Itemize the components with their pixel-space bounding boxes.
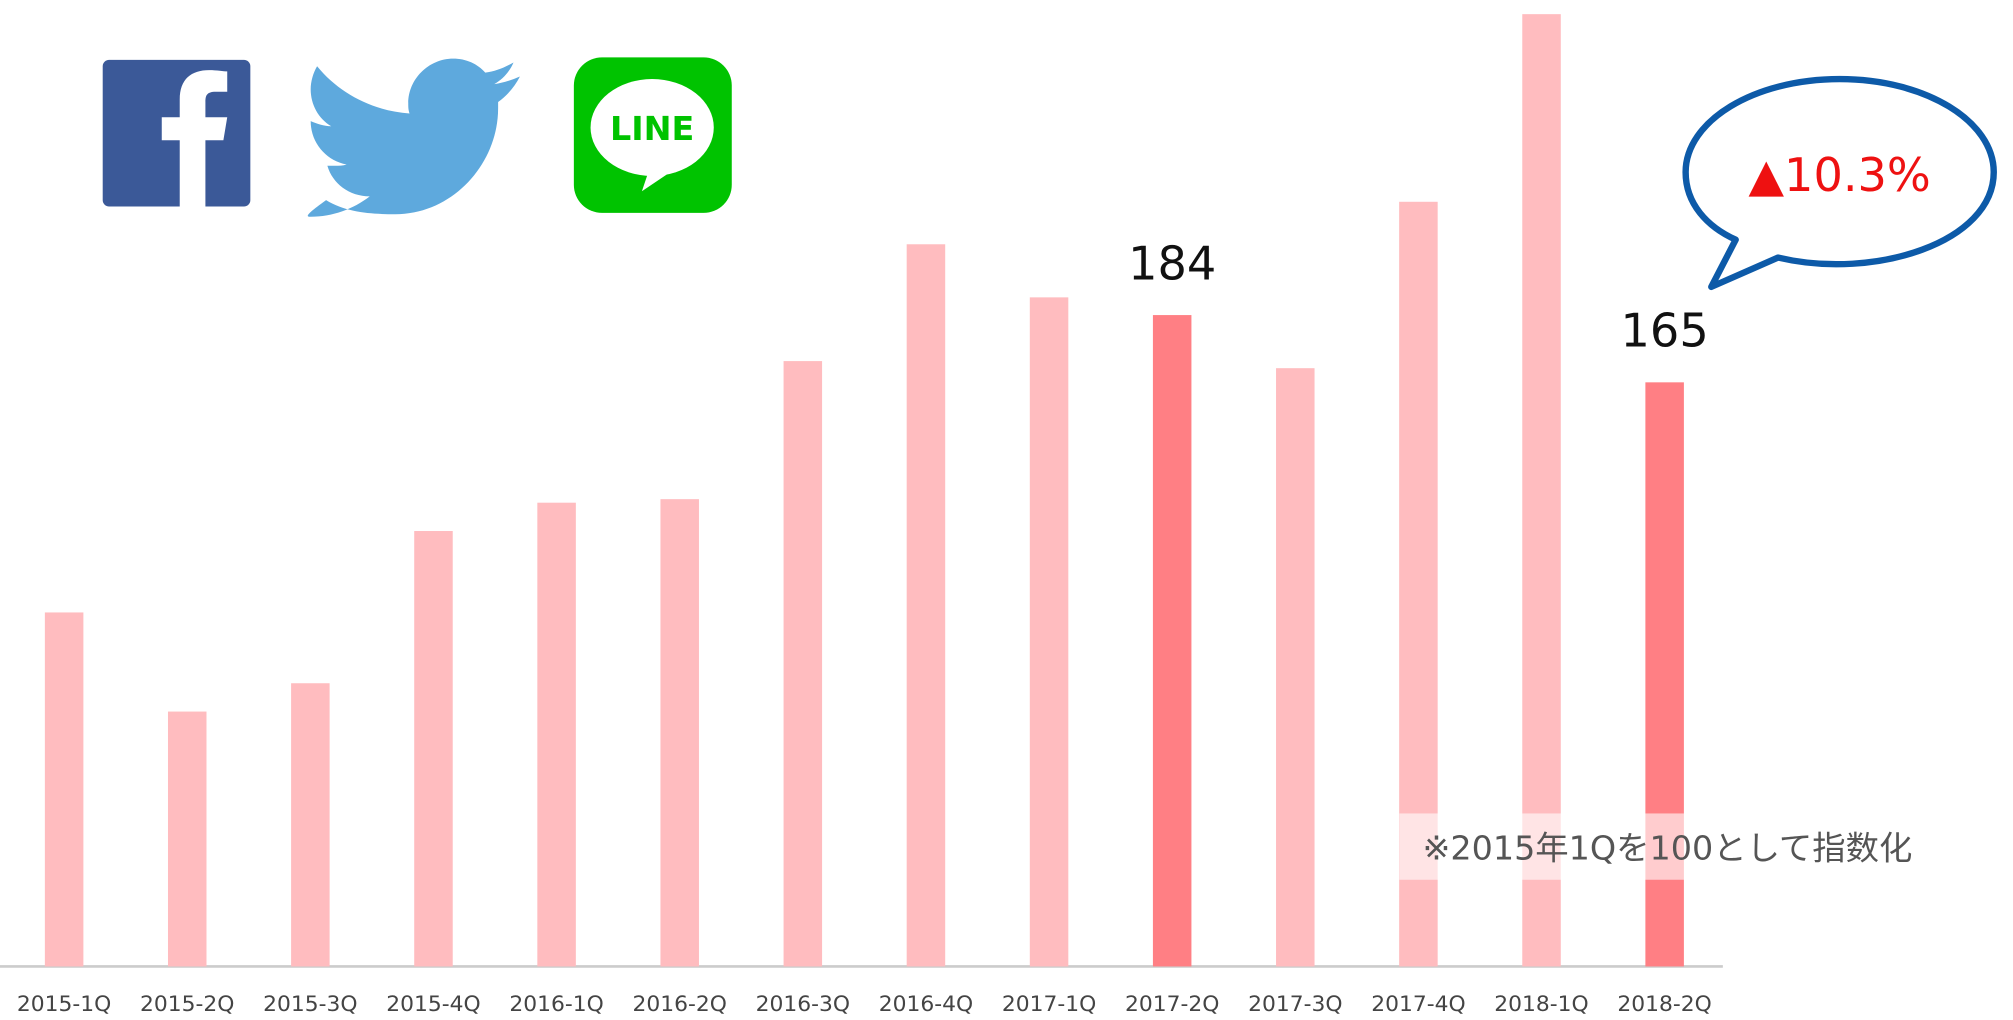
speech-bubble — [1682, 75, 1997, 291]
data-label: 184 — [1128, 237, 1216, 291]
x-tick-label: 2015-3Q — [263, 992, 357, 1017]
bar — [906, 244, 946, 967]
data-label: 165 — [1621, 304, 1709, 358]
bar — [44, 612, 84, 967]
bar — [414, 531, 453, 967]
x-tick-label: 2016-3Q — [756, 992, 850, 1017]
x-tick-label: 2015-2Q — [140, 992, 234, 1017]
x-tick-label: 2017-2Q — [1125, 992, 1219, 1017]
x-tick-label: 2015-1Q — [17, 992, 111, 1017]
facebook-icon — [102, 59, 251, 207]
x-tick-label: 2017-1Q — [1002, 992, 1096, 1017]
x-tick-label: 2017-3Q — [1248, 992, 1342, 1017]
x-tick-label: 2017-4Q — [1371, 992, 1465, 1017]
bar — [783, 361, 823, 967]
bar — [1276, 368, 1315, 967]
bar — [1152, 315, 1192, 967]
note: ※2015年1Qを100として指数化 — [1422, 828, 1912, 867]
x-tick-label: 2016-4Q — [879, 992, 973, 1017]
line-icon: LINE — [573, 57, 732, 213]
x-tick-label: 2016-2Q — [633, 992, 727, 1017]
x-tick-label: 2016-1Q — [509, 992, 603, 1017]
x-tick-label: 2018-2Q — [1617, 992, 1711, 1017]
bar — [1522, 14, 1561, 967]
bar — [660, 499, 699, 967]
change-annotation: ▲10.3% — [1749, 148, 1931, 202]
twitter-icon — [307, 58, 520, 217]
note-background — [1399, 813, 2013, 880]
bar — [537, 502, 576, 967]
bar — [167, 711, 207, 967]
x-tick-label: 2015-4Q — [386, 992, 480, 1017]
x-tick-label: 2018-1Q — [1494, 992, 1588, 1017]
bar — [1029, 297, 1069, 967]
logo-text: LINE — [610, 109, 694, 148]
bar — [291, 683, 330, 967]
